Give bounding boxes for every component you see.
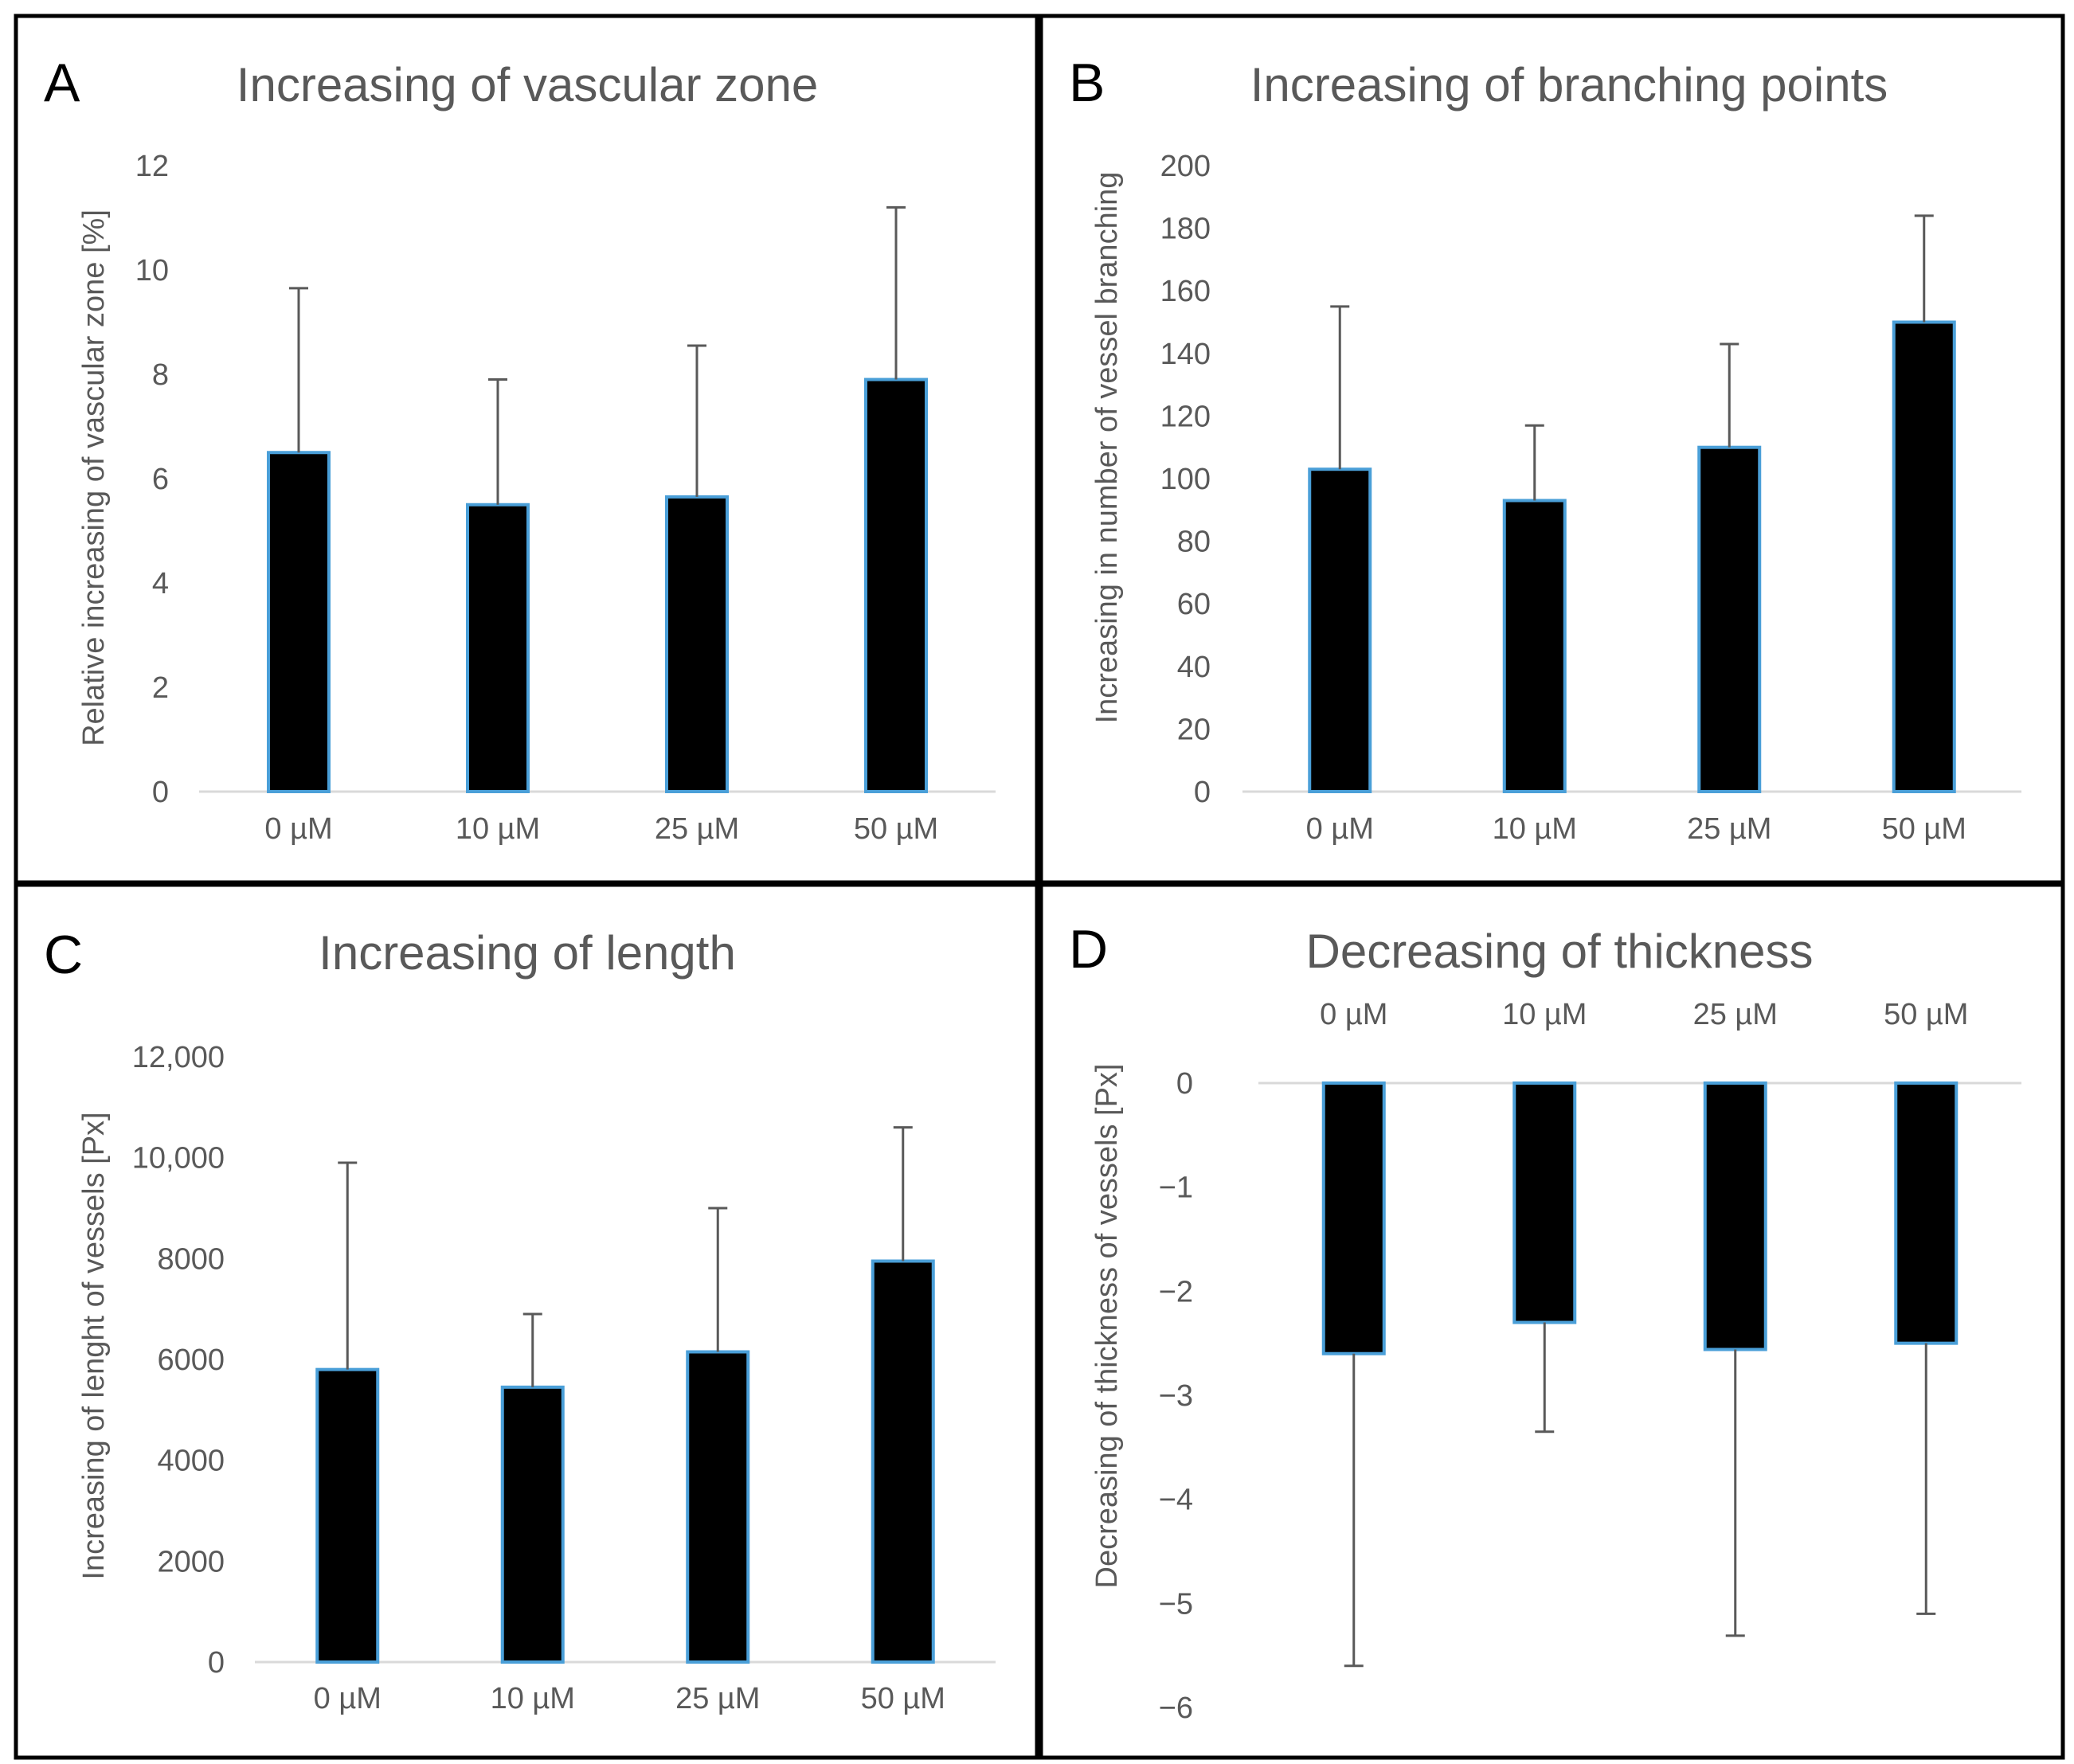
panel-a-y-tick-label: 8 <box>152 358 169 392</box>
panel-c-y-tick-label: 0 <box>208 1646 225 1680</box>
panel-b-bar <box>1892 320 1956 793</box>
panel-d-y-tick-label: −6 <box>1159 1692 1193 1725</box>
panel-a-category-label: 0 µM <box>264 812 332 846</box>
panel-d-y-axis-label: Decreasing of thickness of vessels [Px] <box>1090 1064 1124 1589</box>
panel-d-y-tick-label: −4 <box>1159 1484 1193 1517</box>
panel-d-category-label: 50 µM <box>1884 998 1968 1031</box>
panel-c-category-label: 10 µM <box>491 1682 575 1715</box>
panel-d-y-tick-label: −1 <box>1159 1171 1193 1205</box>
panel-b-letter: B <box>1069 53 1105 113</box>
panel-a-title: Increasing of vascular zone <box>237 58 818 111</box>
panel-c-title: Increasing of length <box>319 926 736 980</box>
panel-b-plot: 0 20 40 60 80 100 120 140 160 180 200 0 µM 10 µM 25 µ… <box>1160 150 2021 846</box>
panel-c-y-tick-label: 4000 <box>157 1445 225 1478</box>
panel-b-y-axis-label: Increasing in number of vessel branching <box>1090 172 1124 724</box>
panel-a-y-axis-label: Relative increasing of vascular zone [%] <box>77 209 111 746</box>
panel-b-y-tick-label: 60 <box>1177 588 1211 621</box>
panel-c-y-tick-label: 2000 <box>157 1545 225 1578</box>
panel-c-category-label: 50 µM <box>861 1682 945 1715</box>
panel-c-bar <box>315 1367 380 1664</box>
panel-d-title: Decreasing of thickness <box>1306 925 1814 978</box>
panel-a-y-tick-label: 0 <box>152 776 169 809</box>
panel-a-y-tick-label: 10 <box>135 254 169 287</box>
panel-d-category-label: 25 µM <box>1693 998 1778 1031</box>
panel-b-category-label: 50 µM <box>1882 812 1966 846</box>
panel-b-y-tick-label: 120 <box>1160 400 1211 433</box>
panel-d-y-tick-label: −2 <box>1159 1275 1193 1308</box>
panel-b-y-tick-label: 100 <box>1160 463 1211 496</box>
panel-d-y-tick-label: 0 <box>1176 1067 1193 1101</box>
panel-b-category-label: 0 µM <box>1306 812 1374 846</box>
panel-d-letter: D <box>1069 919 1108 980</box>
panel-c-category-label: 0 µM <box>314 1682 382 1715</box>
panel-d-plot: −6 −5 −4 −3 −2 −1 0 0 µM 10 µM 25 µM 50 µM <box>1159 998 2021 1725</box>
panel-c-y-tick-label: 10,000 <box>132 1142 225 1175</box>
panel-b-category-label: 25 µM <box>1687 812 1771 846</box>
panel-c-y-tick-label: 12,000 <box>132 1041 225 1074</box>
panel-b: B Increasing of branching points Increas… <box>1069 53 2021 846</box>
panel-b-bar <box>1502 499 1567 793</box>
panel-a-bar <box>267 451 331 793</box>
panel-c-bar <box>871 1259 935 1664</box>
panel-b-bar <box>1308 467 1372 794</box>
panel-b-y-tick-label: 140 <box>1160 338 1211 371</box>
panel-a-plot: 0 2 4 6 8 10 12 0 µM 10 µM 25 µM 50 µM <box>135 150 996 846</box>
panel-a-y-tick-label: 2 <box>152 671 169 705</box>
panel-c-y-axis-label: Increasing of lenght of vessels [Px] <box>77 1112 111 1579</box>
panel-a: A Increasing of vascular zone Relative i… <box>44 53 996 846</box>
panel-d-category-label: 10 µM <box>1502 998 1587 1031</box>
panel-c-plot: 0 2000 4000 6000 8000 10,000 12,000 0 µM 10 µM 25… <box>132 1041 996 1715</box>
panel-c-y-tick-label: 6000 <box>157 1344 225 1377</box>
panel-b-y-tick-label: 80 <box>1177 526 1211 559</box>
panel-c-frame <box>14 882 1039 1760</box>
panel-a-category-label: 25 µM <box>655 812 739 846</box>
panel-d: D Decreasing of thickness Decreasing of … <box>1069 919 2021 1725</box>
panel-a-category-label: 50 µM <box>854 812 938 846</box>
panel-d-bar <box>1321 1081 1386 1355</box>
panel-a-frame <box>14 14 1039 885</box>
panel-d-y-tick-label: −3 <box>1159 1379 1193 1413</box>
panel-a-bar <box>665 495 729 793</box>
panel-b-category-label: 10 µM <box>1493 812 1577 846</box>
panel-c: C Increasing of length Increasing of len… <box>44 925 996 1715</box>
panel-d-bar <box>1512 1081 1577 1324</box>
panel-c-bar <box>500 1385 565 1664</box>
panel-b-frame <box>1039 14 2065 885</box>
panel-a-y-tick-label: 12 <box>135 150 169 183</box>
panel-b-title: Increasing of branching points <box>1250 58 1888 111</box>
panel-b-bar <box>1697 445 1762 793</box>
panel-d-bar <box>1894 1081 1959 1345</box>
panel-c-bar <box>686 1350 750 1664</box>
panel-b-y-tick-label: 40 <box>1177 651 1211 684</box>
panel-a-y-tick-label: 6 <box>152 463 169 496</box>
panel-c-category-label: 25 µM <box>675 1682 760 1715</box>
panel-a-bar <box>466 503 530 793</box>
panel-d-frame <box>1039 882 2065 1760</box>
panel-d-category-label: 0 µM <box>1320 998 1387 1031</box>
panel-d-bar <box>1703 1081 1767 1351</box>
panel-c-letter: C <box>44 925 83 985</box>
panel-b-y-tick-label: 160 <box>1160 275 1211 308</box>
panel-a-category-label: 10 µM <box>456 812 540 846</box>
panel-d-y-tick-label: −5 <box>1159 1587 1193 1621</box>
panel-a-y-tick-label: 4 <box>152 567 169 600</box>
panel-c-y-tick-label: 8000 <box>157 1242 225 1276</box>
panel-b-y-tick-label: 0 <box>1194 776 1211 809</box>
panel-a-bar <box>864 377 928 793</box>
panel-b-y-tick-label: 20 <box>1177 713 1211 746</box>
panel-b-y-tick-label: 180 <box>1160 213 1211 246</box>
panel-b-y-tick-label: 200 <box>1160 150 1211 183</box>
panel-a-letter: A <box>44 53 80 113</box>
